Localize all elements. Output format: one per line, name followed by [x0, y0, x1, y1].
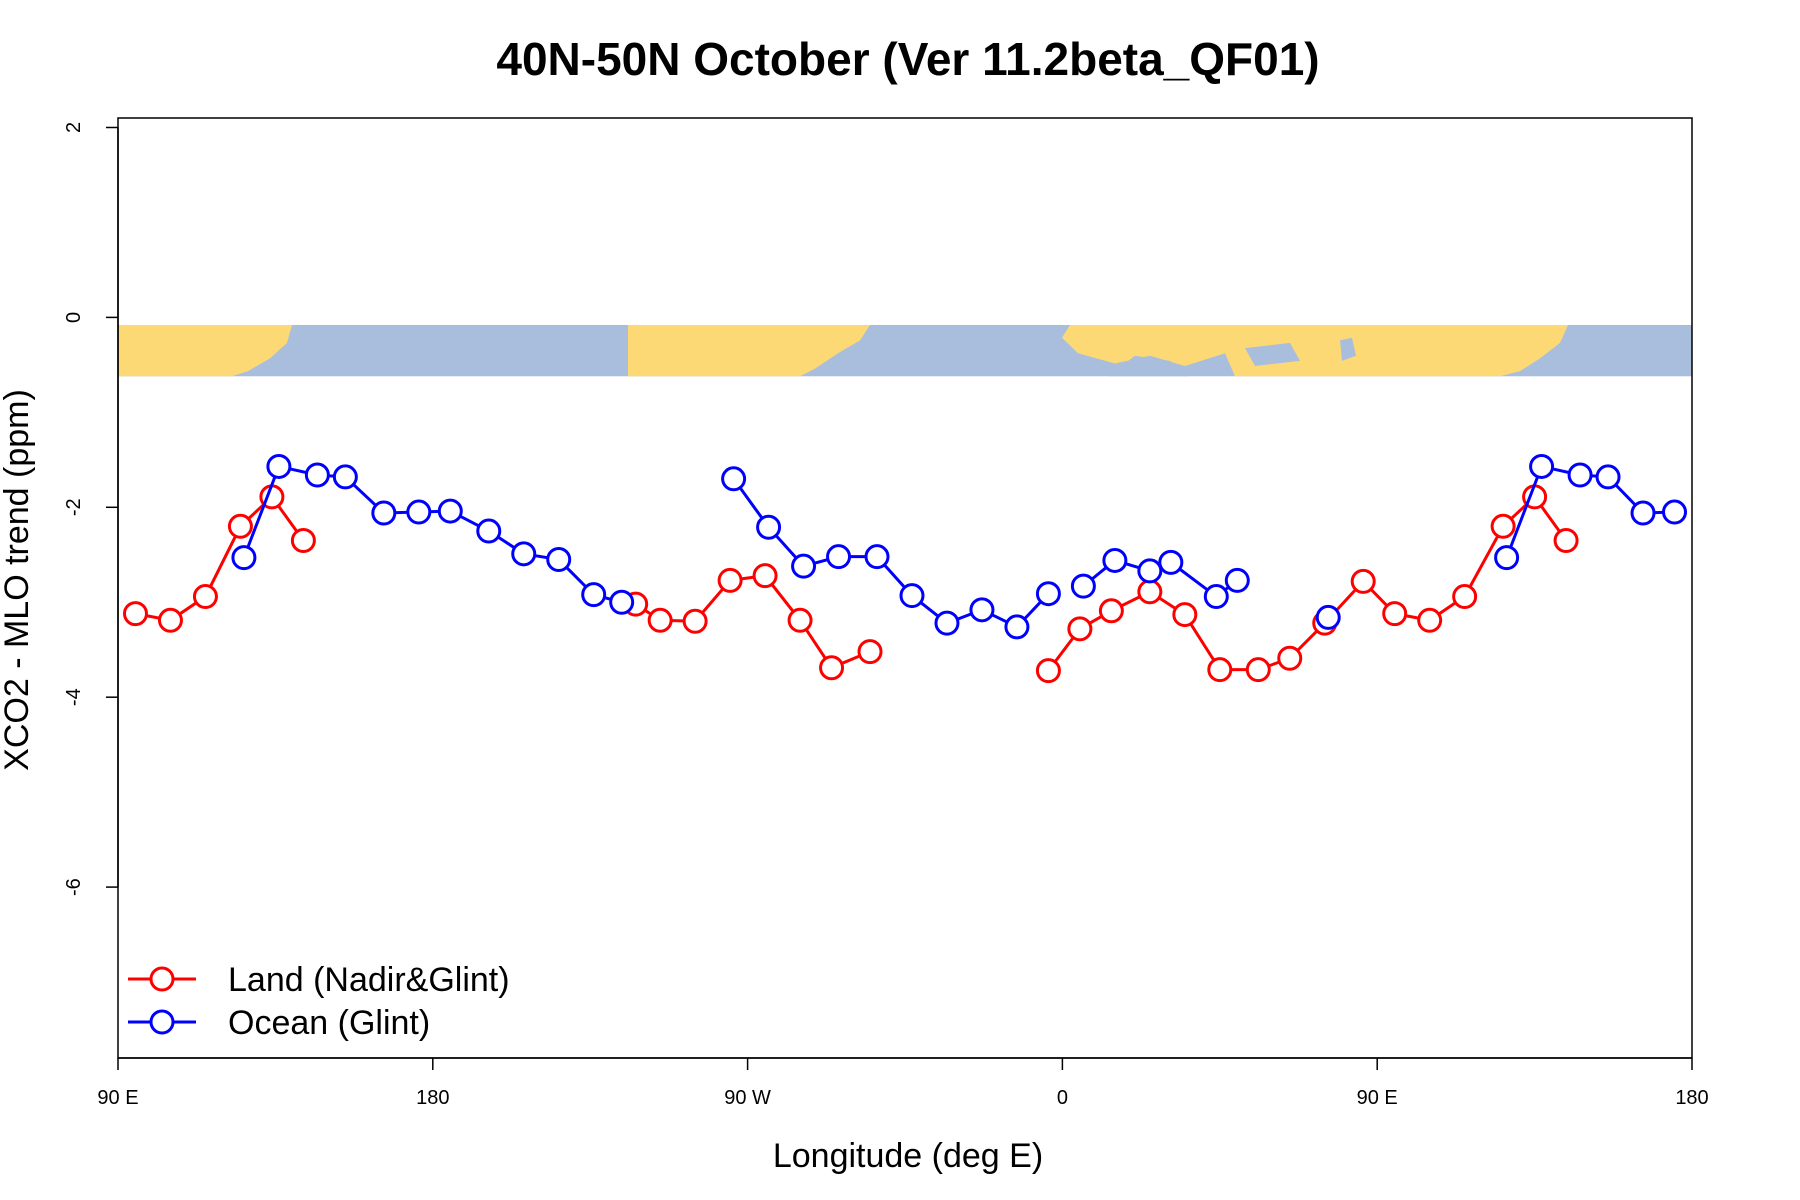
data-point — [546, 547, 572, 573]
series-line — [1047, 494, 1568, 672]
data-point — [1567, 462, 1593, 488]
data-point — [304, 462, 330, 488]
data-point — [1277, 645, 1303, 671]
data-point — [1382, 601, 1408, 627]
data-point — [1098, 598, 1124, 624]
x-tick-label: 90 W — [724, 1087, 771, 1109]
data-point — [290, 528, 316, 554]
series-land — [122, 484, 1579, 684]
data-point — [1595, 464, 1621, 490]
data-point — [647, 607, 673, 633]
data-point — [752, 563, 778, 589]
data-point — [1035, 581, 1061, 607]
data-point — [1494, 545, 1520, 571]
y-axis: 2 0 -2 -4 -6 — [63, 122, 119, 896]
data-point — [581, 582, 607, 608]
data-point — [227, 513, 253, 539]
x-axis: 90 E 180 90 W 0 90 E 180 — [97, 1057, 1709, 1109]
data-point — [1102, 547, 1128, 573]
series-line — [135, 494, 305, 622]
map-band-land — [118, 324, 1568, 377]
land-shape — [118, 324, 292, 377]
data-point — [826, 544, 852, 570]
x-tick-label: 180 — [1675, 1087, 1708, 1109]
y-tick-label: -4 — [63, 688, 85, 706]
data-point — [609, 589, 635, 615]
data-point — [437, 498, 463, 524]
legend-land-label: Land (Nadir&Glint) — [228, 961, 510, 999]
data-point — [787, 607, 813, 633]
data-point — [1158, 549, 1184, 575]
chart-title: 40N-50N October (Ver 11.2beta_QF01) — [496, 33, 1319, 85]
data-point — [1315, 604, 1341, 630]
data-point — [1245, 657, 1271, 683]
legend: Land (Nadir&Glint) Ocean (Glint) — [128, 961, 510, 1042]
y-tick-label: -2 — [63, 498, 85, 516]
data-point — [1224, 567, 1250, 593]
y-axis-label: XCO2 - MLO trend (ppm) — [0, 389, 36, 771]
data-point — [791, 553, 817, 579]
x-tick-label: 180 — [416, 1087, 449, 1109]
data-point — [1035, 658, 1061, 684]
data-point — [717, 567, 743, 593]
data-point — [1067, 616, 1093, 642]
data-point — [1417, 607, 1443, 633]
data-point — [819, 655, 845, 681]
data-point — [1070, 573, 1096, 599]
sea-shape — [1340, 337, 1356, 361]
data-point — [1452, 584, 1478, 610]
data-point — [1207, 657, 1233, 683]
data-point — [1490, 513, 1516, 539]
data-point — [157, 607, 183, 633]
data-point — [1004, 614, 1030, 640]
map-band — [118, 324, 1692, 377]
data-point — [231, 545, 257, 571]
sea-shape — [1245, 342, 1300, 367]
data-point — [857, 639, 883, 665]
data-point — [122, 601, 148, 627]
sea-shape — [1108, 355, 1190, 377]
data-point — [371, 500, 397, 526]
series-ocean — [231, 453, 1688, 640]
data-point — [682, 608, 708, 634]
series-layer — [122, 453, 1688, 684]
data-point — [332, 464, 358, 490]
data-point — [1350, 568, 1376, 594]
data-point — [1137, 558, 1163, 584]
data-point — [1172, 602, 1198, 628]
legend-land-marker — [149, 966, 175, 992]
land-shape — [1062, 324, 1568, 377]
data-point — [1662, 499, 1688, 525]
data-point — [969, 597, 995, 623]
data-point — [899, 583, 925, 609]
legend-ocean-label: Ocean (Glint) — [228, 1004, 430, 1042]
data-point — [511, 541, 537, 567]
x-tick-label: 90 E — [97, 1087, 138, 1109]
data-point — [1553, 528, 1579, 554]
data-point — [1529, 453, 1555, 479]
data-point — [1137, 579, 1163, 605]
legend-ocean-marker — [149, 1009, 175, 1035]
series-line — [732, 477, 1050, 629]
y-tick-label: 2 — [63, 122, 85, 133]
x-tick-label: 90 E — [1357, 1087, 1398, 1109]
data-point — [756, 514, 782, 540]
data-point — [406, 499, 432, 525]
x-tick-label: 0 — [1057, 1087, 1068, 1109]
data-point — [192, 584, 218, 610]
data-point — [721, 466, 747, 492]
y-tick-label: 0 — [63, 312, 85, 323]
data-point — [1203, 584, 1229, 610]
y-tick-label: -6 — [63, 878, 85, 896]
data-point — [864, 544, 890, 570]
land-shape — [628, 324, 870, 377]
data-point — [476, 518, 502, 544]
data-point — [266, 453, 292, 479]
data-point — [1630, 500, 1656, 526]
data-point — [934, 610, 960, 636]
x-axis-label: Longitude (deg E) — [773, 1137, 1043, 1175]
